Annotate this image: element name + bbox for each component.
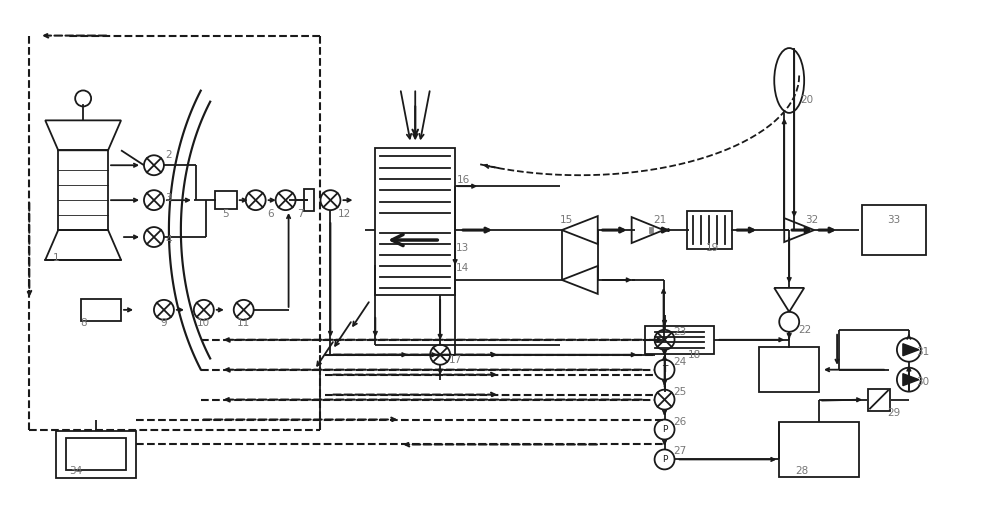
Bar bbox=[375, 148, 455, 295]
Text: P: P bbox=[662, 455, 667, 464]
Text: 24: 24 bbox=[673, 357, 686, 367]
Text: 18: 18 bbox=[688, 350, 701, 360]
Bar bbox=[868, 389, 890, 410]
Text: 11: 11 bbox=[237, 318, 250, 328]
Text: 14: 14 bbox=[455, 263, 469, 273]
Text: 26: 26 bbox=[673, 417, 686, 427]
Text: 29: 29 bbox=[887, 407, 901, 418]
Text: P: P bbox=[662, 425, 667, 434]
Text: 2: 2 bbox=[166, 150, 172, 160]
Text: 17: 17 bbox=[448, 355, 462, 365]
Text: 27: 27 bbox=[673, 447, 686, 457]
Text: 25: 25 bbox=[673, 387, 686, 397]
Text: 28: 28 bbox=[796, 466, 809, 477]
Text: 19: 19 bbox=[706, 243, 719, 253]
Bar bbox=[650, 228, 653, 233]
Text: 4: 4 bbox=[166, 235, 172, 245]
Bar bbox=[645, 326, 714, 354]
Text: 5: 5 bbox=[222, 209, 229, 219]
Bar bbox=[687, 211, 732, 249]
Polygon shape bbox=[903, 374, 919, 386]
Text: 15: 15 bbox=[560, 215, 573, 225]
Bar bbox=[56, 430, 136, 479]
Text: 13: 13 bbox=[455, 243, 469, 253]
Text: 30: 30 bbox=[916, 376, 929, 387]
Text: 20: 20 bbox=[801, 96, 814, 106]
Text: 32: 32 bbox=[806, 215, 819, 225]
Bar bbox=[779, 422, 859, 477]
Text: 1: 1 bbox=[53, 253, 60, 263]
Text: 16: 16 bbox=[456, 175, 470, 185]
Bar bbox=[81, 299, 121, 321]
Text: 9: 9 bbox=[161, 318, 167, 328]
Text: 34: 34 bbox=[70, 466, 83, 477]
Bar bbox=[759, 347, 819, 392]
Bar bbox=[215, 191, 237, 209]
Text: 7: 7 bbox=[297, 209, 304, 219]
Text: 23: 23 bbox=[673, 327, 686, 337]
Text: T: T bbox=[662, 365, 667, 374]
Text: 22: 22 bbox=[799, 325, 812, 335]
Text: 31: 31 bbox=[916, 347, 929, 357]
Text: 12: 12 bbox=[338, 209, 351, 219]
Text: 3: 3 bbox=[166, 193, 172, 203]
Text: 10: 10 bbox=[197, 318, 210, 328]
Text: 8: 8 bbox=[80, 318, 86, 328]
Bar bbox=[66, 438, 126, 470]
Text: 21: 21 bbox=[653, 215, 666, 225]
Bar bbox=[304, 189, 314, 211]
Polygon shape bbox=[903, 344, 919, 356]
Bar bbox=[862, 205, 926, 255]
Text: 6: 6 bbox=[267, 209, 274, 219]
Text: 33: 33 bbox=[887, 215, 901, 225]
